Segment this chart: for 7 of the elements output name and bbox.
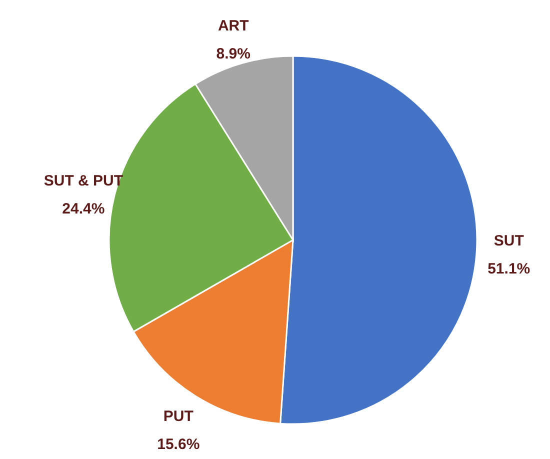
data-label: 51.1%: [488, 260, 530, 278]
data-label: 8.9%: [216, 45, 250, 62]
data-label: 15.6%: [157, 436, 200, 454]
slice-label: ART: [218, 17, 249, 34]
data-label: 24.4%: [62, 200, 105, 218]
slice-label: SUT: [494, 232, 524, 250]
slice-label: PUT: [163, 408, 194, 426]
